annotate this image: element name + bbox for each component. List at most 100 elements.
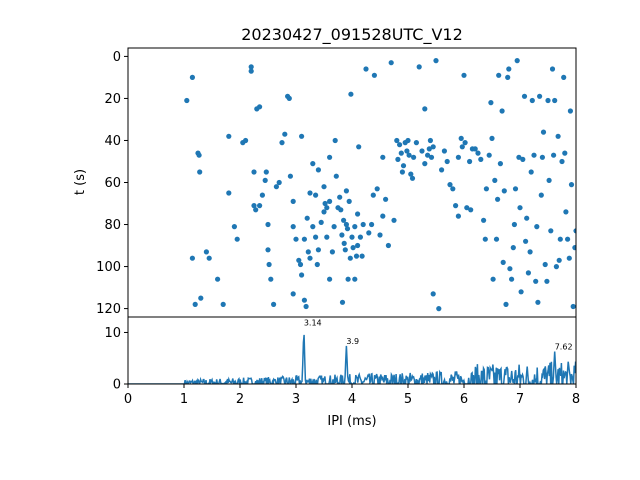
scatter-point [303,303,309,310]
scatter-point [315,247,321,253]
scatter-point [371,72,377,78]
scatter-series [184,58,576,312]
scatter-point [327,276,333,282]
scatter-point [528,169,534,175]
scatter-point [287,173,293,179]
scatter-point [262,177,268,183]
scatter-point [538,192,544,198]
scatter-point [436,306,442,312]
bottom-x-tick-label: 7 [516,392,524,407]
scatter-point [400,163,407,169]
scatter-point [339,299,346,305]
scatter-point [388,60,394,66]
scatter-point [542,261,548,268]
scatter-point [447,182,453,188]
scatter-point [439,167,445,173]
scatter-point [458,135,464,141]
scatter-point [189,255,195,261]
top-y-tick-label: 60 [104,176,121,191]
scatter-point [350,245,356,251]
scatter-point [374,186,380,192]
scatter-point [360,221,366,228]
scatter-point [459,144,465,150]
scatter-point [450,186,456,192]
scatter-point [411,154,417,160]
scatter-point [486,152,492,158]
scatter-point [490,276,496,282]
scatter-point [273,184,279,190]
scatter-point [430,291,436,297]
scatter-point [406,152,412,158]
scatter-point [196,152,202,158]
line-series [128,334,576,384]
scatter-point [307,255,313,261]
scatter-point [556,257,562,263]
scatter-point [265,221,271,228]
scatter-point [395,156,401,162]
scatter-point [563,209,569,215]
scatter-point [301,297,307,303]
scatter-point [231,224,237,230]
scatter-point [546,177,552,183]
scatter-point [475,150,481,156]
scatter-point [525,270,532,276]
scatter-point [549,66,556,72]
scatter-point [422,106,428,112]
scatter-point [203,249,209,255]
scatter-point [527,249,533,255]
scatter-point [425,152,431,158]
scatter-point [356,144,362,150]
scatter-point [296,257,302,263]
bottom-y-tick-label: 10 [104,326,121,341]
peak-annotation: 3.14 [304,318,322,327]
scatter-point [313,234,319,240]
scatter-point [506,66,512,72]
scatter-point [331,224,337,230]
scatter-point [189,74,195,80]
scatter-point [324,205,330,211]
bottom-x-tick-label: 0 [124,392,132,407]
scatter-point [344,226,351,232]
chart-title: 20230427_091528UTC_V12 [241,25,463,45]
scatter-point [345,276,351,282]
scatter-point [349,234,355,240]
scatter-point [567,108,574,114]
scatter-point [483,186,489,192]
scatter-point [332,137,338,144]
scatter-point [496,72,502,78]
scatter-point [310,161,316,167]
scatter-point [489,135,495,141]
scatter-point [307,190,313,196]
scatter-point [544,278,550,284]
scatter-point [472,146,478,152]
top-y-tick-label: 100 [96,260,121,275]
scatter-point [359,253,365,259]
scatter-point [385,242,391,249]
scatter-point [416,64,422,70]
scatter-point [259,192,265,198]
scatter-point [352,224,358,230]
scatter-point [338,207,344,213]
scatter-point [377,232,383,238]
bottom-x-tick-label: 2 [236,392,244,407]
scatter-point [184,97,190,104]
scatter-point [266,261,272,268]
scatter-point [399,169,405,175]
scatter-point [299,272,305,278]
scatter-point [405,137,411,144]
scatter-point [511,221,517,228]
top-y-axis-label: t (s) [73,169,88,195]
scatter-point [492,177,498,183]
bottom-x-axis: 0 1 2 3 4 5 6 7 8 [124,384,580,407]
scatter-point [568,182,575,188]
scatter-point [500,259,506,265]
scatter-point [248,68,254,74]
scatter-point [304,215,310,221]
scatter-point [198,295,204,301]
scatter-point [297,261,304,268]
scatter-point [299,133,305,139]
scatter-point [430,144,436,150]
bottom-y-axis: 0 10 [104,326,128,393]
scatter-point [557,236,563,242]
